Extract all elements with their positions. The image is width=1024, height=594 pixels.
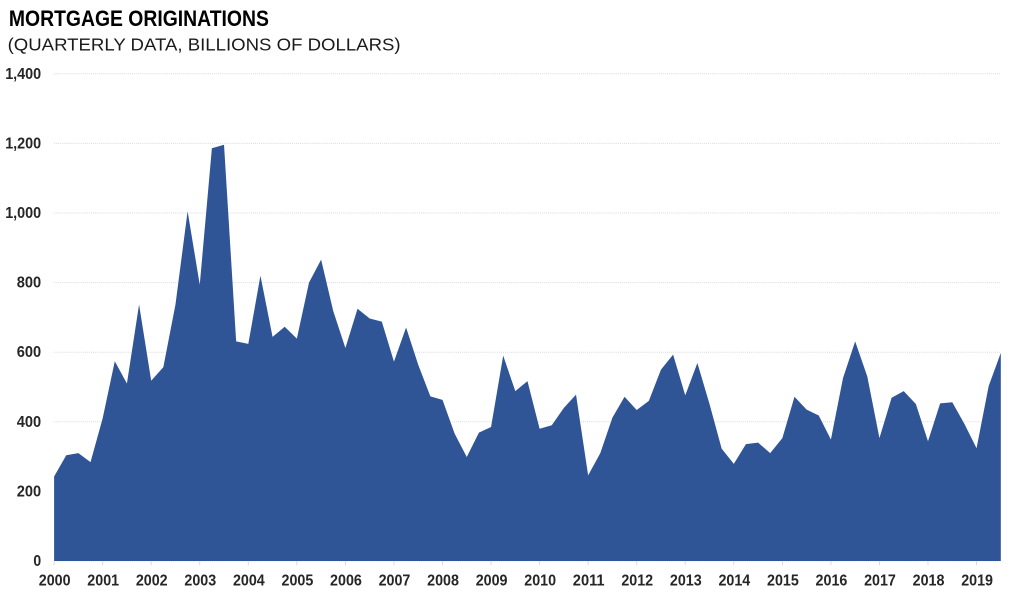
svg-text:2014: 2014: [718, 573, 750, 590]
svg-text:2009: 2009: [476, 573, 508, 590]
svg-text:1,000: 1,000: [5, 205, 41, 222]
svg-text:2015: 2015: [767, 573, 799, 590]
svg-text:(QUARTERLY DATA, BILLIONS OF D: (QUARTERLY DATA, BILLIONS OF DOLLARS): [8, 34, 401, 54]
svg-text:2013: 2013: [670, 573, 702, 590]
svg-text:400: 400: [17, 414, 42, 431]
svg-text:2008: 2008: [427, 573, 459, 590]
svg-text:2010: 2010: [524, 573, 556, 590]
svg-text:2011: 2011: [573, 573, 605, 590]
svg-text:2016: 2016: [816, 573, 848, 590]
svg-text:2019: 2019: [961, 573, 993, 590]
svg-text:200: 200: [17, 483, 42, 500]
svg-text:600: 600: [17, 344, 42, 361]
svg-text:2018: 2018: [913, 573, 945, 590]
svg-text:2012: 2012: [621, 573, 653, 590]
svg-text:2004: 2004: [233, 573, 265, 590]
svg-text:2000: 2000: [39, 573, 71, 590]
svg-text:1,400: 1,400: [5, 66, 41, 83]
svg-text:2017: 2017: [864, 573, 896, 590]
svg-text:2006: 2006: [330, 573, 362, 590]
svg-text:1,200: 1,200: [5, 135, 41, 152]
svg-text:2007: 2007: [379, 573, 411, 590]
svg-text:2005: 2005: [282, 573, 314, 590]
svg-text:MORTGAGE ORIGINATIONS: MORTGAGE ORIGINATIONS: [9, 6, 269, 31]
svg-text:2003: 2003: [184, 573, 216, 590]
svg-text:2001: 2001: [87, 573, 119, 590]
svg-text:2002: 2002: [136, 573, 168, 590]
svg-text:800: 800: [17, 275, 42, 292]
svg-text:0: 0: [33, 553, 41, 570]
